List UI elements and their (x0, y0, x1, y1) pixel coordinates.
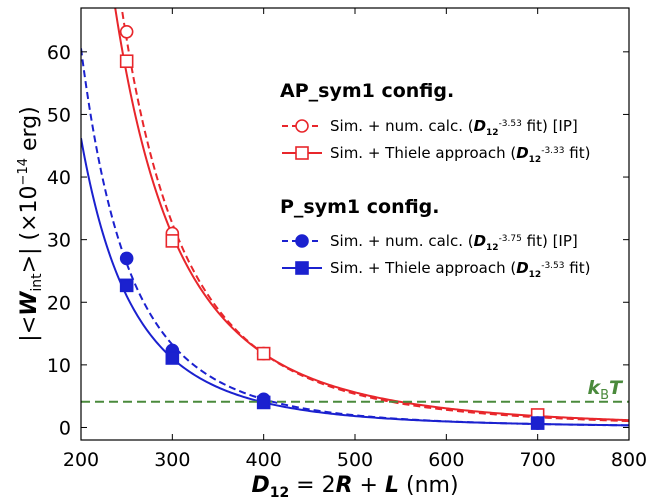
x-tick-label: 200 (63, 449, 99, 471)
legend-title: P_sym1 config. (280, 196, 440, 218)
x-tick-label: 700 (520, 449, 556, 471)
x-tick-label: 500 (337, 449, 373, 471)
point-p_thiele-2 (256, 395, 271, 410)
y-tick-label: 40 (47, 167, 71, 189)
axes: 200 300 400 500 600 700 800 0 10 20 30 40 50 60 D12 = … (16, 7, 647, 501)
fit-curve-p_thiele (81, 138, 629, 427)
data-markers (119, 24, 545, 430)
point-p_num-0 (119, 251, 134, 266)
legend-entry: Sim. + num. calc. (D12-3.75 fit) [IP] (330, 232, 578, 253)
x-axis-label: D12 = 2R + L (nm) (251, 473, 458, 501)
point-ap_num-0 (119, 24, 134, 39)
legend-marker (295, 261, 309, 275)
x-tick-label: 600 (428, 449, 464, 471)
point-ap_thiele-1 (165, 234, 180, 248)
point-p_thiele-3 (530, 416, 545, 430)
y-tick-label: 30 (47, 230, 71, 252)
y-tick-label: 50 (47, 104, 71, 126)
x-tick-label: 800 (611, 449, 647, 471)
legend-marker (295, 234, 309, 248)
legend-entry: Sim. + num. calc. (D12-3.53 fit) [IP] (330, 117, 578, 138)
y-tick-label: 10 (47, 355, 71, 377)
point-ap_thiele-0 (119, 54, 134, 69)
legend-marker (295, 119, 309, 133)
point-p_thiele-1 (165, 351, 180, 365)
y-tick-label: 20 (47, 292, 71, 314)
point-p_thiele-0 (119, 278, 134, 293)
legend-marker (295, 146, 309, 160)
x-tick-label: 300 (154, 449, 190, 471)
legend: AP_sym1 config. Sim. + num. calc. (D12-3.… (280, 80, 590, 280)
x-tick-label: 400 (246, 449, 282, 471)
kbt-label: kBT (587, 377, 624, 403)
legend-title: AP_sym1 config. (280, 80, 454, 102)
kbt-reference-line-group: kBT (81, 377, 629, 403)
point-ap_thiele-2 (256, 346, 271, 361)
legend-entry: Sim. + Thiele approach (D12-3.53 fit) (330, 259, 590, 280)
y-tick-label: 60 (47, 42, 71, 64)
plot-frame (80, 7, 630, 441)
y-axis-label: |<Wint>| (×10−14 erg) (16, 106, 45, 341)
legend-entry: Sim. + Thiele approach (D12-3.33 fit) (330, 144, 590, 165)
y-tick-label: 0 (59, 417, 71, 439)
